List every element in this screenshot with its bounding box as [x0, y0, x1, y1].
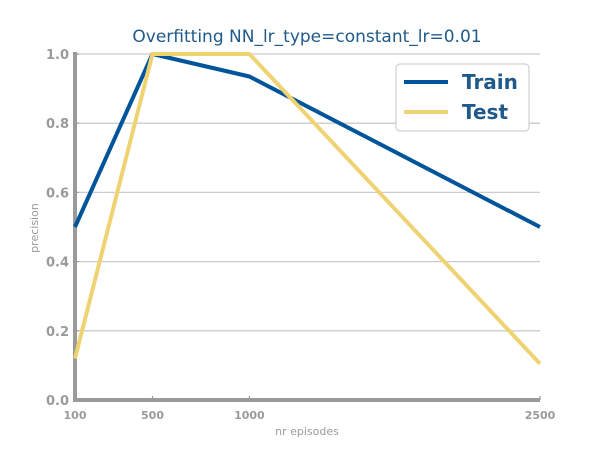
legend: Train Test [395, 63, 530, 132]
y-tick-label: 1.0 [46, 48, 69, 63]
series-lines [73, 52, 542, 366]
chart-title: Overfitting NN_lr_type=constant_lr=0.01 [132, 27, 481, 47]
y-tick-label: 0.0 [46, 394, 69, 409]
legend-label-test: Test [462, 100, 508, 124]
y-tick-label: 0.6 [46, 186, 69, 201]
y-tick-labels: 0.0 0.2 0.4 0.6 0.8 1.0 [46, 48, 69, 409]
x-tick-labels: 100 500 1000 2500 [64, 396, 556, 422]
series-line-test [73, 52, 542, 366]
y-tick-label: 0.8 [46, 117, 69, 132]
y-tick-label: 0.4 [46, 256, 69, 271]
x-axis-label: nr episodes [275, 425, 339, 438]
legend-label-train: Train [462, 70, 518, 94]
x-tick-label: 1000 [234, 409, 265, 422]
y-axis-label: precision [28, 203, 41, 253]
y-tick-label: 0.2 [46, 325, 69, 340]
x-tick-label: 500 [141, 409, 164, 422]
x-tick-label: 2500 [525, 409, 556, 422]
series-line-train [73, 52, 541, 229]
x-tick-label: 100 [64, 409, 87, 422]
